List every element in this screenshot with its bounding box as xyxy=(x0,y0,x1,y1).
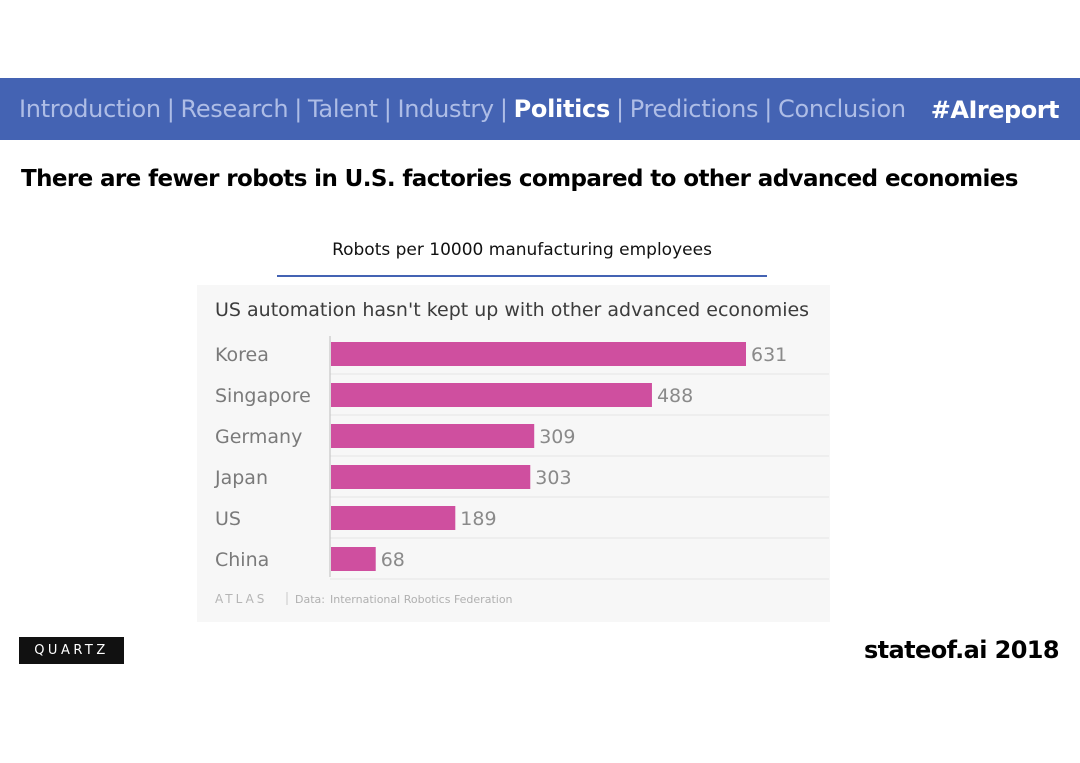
source-label: Data: xyxy=(295,593,325,606)
source-brand: ATLAS xyxy=(215,592,267,606)
category-label: Japan xyxy=(214,467,268,489)
chart-caption: Robots per 10000 manufacturing employees xyxy=(332,240,712,260)
value-label: 309 xyxy=(539,426,575,448)
nav-separator: | xyxy=(499,95,508,123)
chart-title: US automation hasn't kept up with other … xyxy=(215,299,809,321)
nav-item-conclusion[interactable]: Conclusion xyxy=(777,95,906,123)
category-label: Germany xyxy=(215,426,302,448)
value-label: 303 xyxy=(535,467,571,489)
hashtag-label: #AIreport xyxy=(930,96,1060,124)
bar-germany xyxy=(331,424,535,448)
bar-china xyxy=(331,547,376,571)
value-label: 68 xyxy=(381,549,405,571)
nav-separator: | xyxy=(166,95,175,123)
nav-item-research[interactable]: Research xyxy=(180,95,289,123)
value-label: 189 xyxy=(460,508,496,530)
nav-separator: | xyxy=(383,95,392,123)
nav-item-industry[interactable]: Industry xyxy=(397,95,494,123)
slide-title: There are fewer robots in U.S. factories… xyxy=(21,166,1019,192)
footer-brand: stateof.ai 2018 xyxy=(863,636,1060,664)
nav-item-predictions[interactable]: Predictions xyxy=(629,95,759,123)
category-label: Singapore xyxy=(215,385,311,407)
caption-underline xyxy=(277,275,767,277)
source-text: International Robotics Federation xyxy=(330,593,513,606)
nav-item-introduction[interactable]: Introduction xyxy=(19,95,161,123)
quartz-logo: QUARTZ xyxy=(19,637,124,664)
nav-item-politics[interactable]: Politics xyxy=(513,95,611,123)
bar-singapore xyxy=(331,383,652,407)
nav-separator: | xyxy=(294,95,303,123)
value-label: 631 xyxy=(751,344,787,366)
bar-japan xyxy=(331,465,531,489)
bar-us xyxy=(331,506,456,530)
chart-panel: US automation hasn't kept up with other … xyxy=(197,285,830,622)
nav-item-talent[interactable]: Talent xyxy=(308,95,378,123)
category-label: China xyxy=(215,549,269,571)
value-label: 488 xyxy=(657,385,693,407)
bar-chart: US automation hasn't kept up with other … xyxy=(214,299,829,606)
category-label: Korea xyxy=(215,344,269,366)
nav-separator: | xyxy=(615,95,624,123)
category-label: US xyxy=(215,508,241,530)
nav-separator: | xyxy=(764,95,772,123)
section-nav: Introduction | Research | Talent | Industry | Po… xyxy=(19,78,906,140)
bar-korea xyxy=(331,342,746,366)
top-navigation-bar: Introduction | Research | Talent | Industry | Po… xyxy=(0,78,1080,140)
